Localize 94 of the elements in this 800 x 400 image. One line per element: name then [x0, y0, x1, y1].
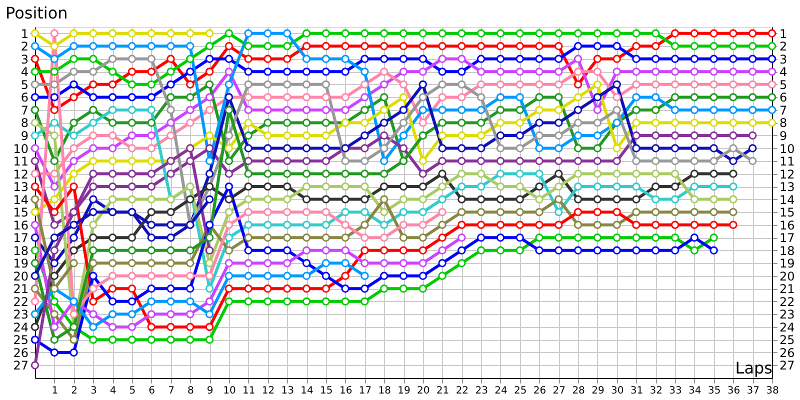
x-tick-label: 8 [187, 386, 194, 396]
y2-tick-label: 11 [780, 154, 795, 169]
y-tick-label: 1 [20, 26, 28, 41]
y-tick-label: 2 [20, 40, 28, 54]
y-tick-label: 12 [13, 167, 28, 182]
x-tick-label: 27 [552, 386, 566, 396]
y-tick-label: 20 [13, 269, 28, 284]
x-tick-label: 19 [398, 386, 410, 396]
x-tick-label: 5 [129, 386, 136, 396]
y2-tick-label: 4 [780, 65, 788, 80]
x-tick-label: 25 [514, 386, 527, 396]
x-tick-label: 3 [90, 386, 97, 396]
y2-tick-label: 17 [780, 231, 795, 246]
x-tick-label: 34 [688, 386, 702, 396]
x-tick-label: 12 [262, 386, 275, 396]
y-tick-label: 15 [13, 206, 28, 220]
y2-tick-label: 18 [780, 244, 795, 258]
x-tick-label: 23 [475, 386, 488, 396]
y-tick-label: 8 [20, 116, 28, 130]
y-tick-label: 17 [13, 231, 28, 246]
x-tick-label: 32 [650, 386, 662, 396]
y2-tick-label: 2 [780, 40, 788, 54]
y-tick-label: 25 [13, 333, 28, 348]
x-tick-label: 36 [727, 386, 740, 396]
y-tick-label: 7 [20, 103, 28, 118]
y-tick-label: 5 [20, 78, 28, 92]
x-tick-label: 7 [168, 386, 174, 396]
x-tick-label: 9 [206, 386, 214, 396]
y2-tick-label: 21 [780, 282, 795, 296]
y-axis-title: Position [6, 4, 68, 22]
y-tick-label: 13 [13, 180, 28, 194]
y2-tick-label: 22 [780, 294, 795, 309]
x-tick-label: 2 [71, 386, 78, 396]
y-tick-label: 23 [13, 308, 28, 322]
x-tick-label: 26 [533, 386, 546, 396]
x-tick-label: 33 [669, 386, 682, 396]
y2-tick-label: 25 [780, 333, 795, 348]
y-tick-label: 3 [20, 52, 28, 66]
y2-tick-label: 27 [780, 358, 795, 373]
x-axis-title: Laps [735, 358, 772, 378]
x-tick-label: 22 [456, 386, 469, 396]
y2-tick-label: 13 [780, 180, 795, 194]
y2-tick-label: 24 [780, 320, 795, 334]
y2-tick-label: 20 [780, 269, 795, 284]
y-tick-label: 16 [13, 218, 28, 232]
y2-tick-label: 10 [780, 142, 795, 156]
y2-tick-label: 9 [780, 128, 788, 143]
y-tick-label: 21 [13, 282, 28, 296]
x-tick-label: 18 [378, 386, 391, 396]
x-tick-label: 24 [494, 386, 508, 396]
x-tick-label: 14 [300, 386, 314, 396]
y2-tick-label: 23 [780, 308, 795, 322]
y-tick-label: 11 [13, 154, 28, 169]
y-tick-label: 9 [20, 128, 28, 143]
x-tick-label: 35 [708, 386, 721, 396]
y2-tick-label: 1 [780, 26, 788, 41]
x-tick-label: 30 [610, 386, 624, 396]
x-tick-label: 31 [630, 386, 644, 396]
y-tick-label: 27 [13, 358, 28, 373]
y2-tick-label: 8 [780, 116, 788, 130]
x-tick-label: 13 [281, 386, 294, 396]
y-tick-label: 14 [13, 192, 28, 207]
x-tick-label: 28 [572, 386, 585, 396]
x-tick-label: 17 [358, 386, 372, 396]
y2-tick-label: 15 [780, 206, 795, 220]
x-tick-label: 37 [746, 386, 760, 396]
y2-tick-label: 14 [780, 192, 795, 207]
x-tick-label: 20 [417, 386, 430, 396]
x-tick-label: 11 [242, 386, 256, 396]
y-tick-label: 19 [13, 256, 28, 271]
x-tick-label: 4 [110, 386, 116, 396]
y-tick-label: 22 [13, 294, 28, 309]
x-tick-label: 15 [320, 386, 333, 396]
x-tick-label: 21 [436, 386, 450, 396]
x-tick-label: 6 [148, 386, 156, 396]
y2-tick-label: 26 [780, 346, 795, 360]
x-tick-label: 1 [52, 386, 58, 396]
x-tick-label: 10 [223, 386, 236, 396]
y-tick-label: 4 [20, 65, 28, 80]
x-tick-label: 38 [766, 386, 779, 396]
y2-tick-label: 6 [780, 90, 788, 105]
y2-tick-label: 5 [780, 78, 788, 92]
y-tick-label: 24 [13, 320, 28, 334]
y2-tick-label: 3 [780, 52, 788, 66]
x-tick-label: 29 [592, 386, 604, 396]
y-tick-label: 26 [13, 346, 28, 360]
y2-tick-label: 16 [780, 218, 795, 232]
y-tick-label: 18 [13, 244, 28, 258]
x-tick-label: 16 [339, 386, 352, 396]
y-tick-label: 10 [13, 142, 28, 156]
y-tick-label: 6 [20, 90, 28, 105]
y2-tick-label: 12 [780, 167, 795, 182]
y2-tick-label: 7 [780, 103, 788, 118]
y2-tick-label: 19 [780, 256, 795, 271]
